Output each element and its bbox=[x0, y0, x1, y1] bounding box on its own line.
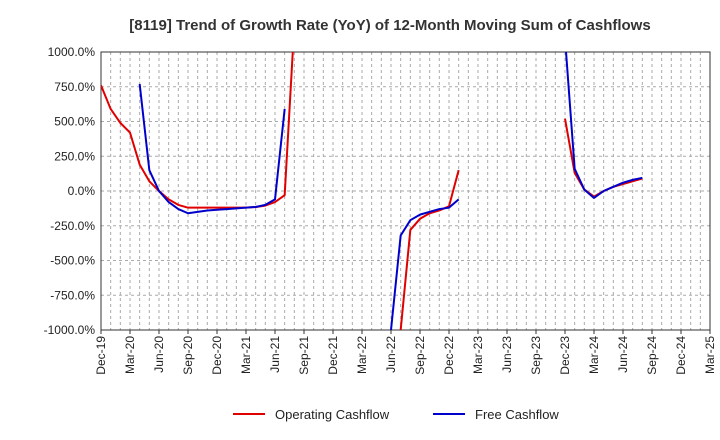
y-tick-label: -250.0% bbox=[50, 219, 95, 233]
series-free-cashflow bbox=[138, 52, 643, 330]
x-tick-label: Sep-23 bbox=[529, 336, 543, 375]
x-tick-label: Mar-23 bbox=[471, 336, 485, 374]
y-tick-label: 500.0% bbox=[54, 115, 95, 129]
y-tick-label: 750.0% bbox=[54, 80, 95, 94]
legend-label: Free Cashflow bbox=[475, 407, 559, 422]
series-line-segment bbox=[399, 169, 460, 330]
x-tick-label: Mar-24 bbox=[587, 336, 601, 374]
y-tick-label: 0.0% bbox=[68, 184, 96, 198]
x-tick-label: Dec-21 bbox=[326, 336, 340, 375]
series-lines bbox=[101, 52, 643, 330]
x-tick-label: Mar-22 bbox=[355, 336, 369, 374]
x-tick-label: Mar-25 bbox=[703, 336, 717, 374]
y-tick-label: -750.0% bbox=[50, 288, 95, 302]
y-tick-label: 1000.0% bbox=[48, 45, 96, 59]
x-tick-label: Jun-20 bbox=[152, 336, 166, 373]
x-tick-label: Dec-23 bbox=[558, 336, 572, 375]
x-tick-label: Dec-19 bbox=[94, 336, 108, 375]
legend-label: Operating Cashflow bbox=[275, 407, 390, 422]
series-line-segment bbox=[138, 83, 286, 215]
y-tick-label: -500.0% bbox=[50, 254, 95, 268]
x-tick-label: Dec-22 bbox=[442, 336, 456, 375]
x-tick-label: Jun-23 bbox=[500, 336, 514, 373]
x-tick-label: Sep-22 bbox=[413, 336, 427, 375]
x-tick-label: Dec-24 bbox=[674, 336, 688, 375]
legend: Operating Cashflow Free Cashflow bbox=[233, 407, 559, 422]
y-tick-label: -1000.0% bbox=[44, 323, 96, 337]
x-tick-label: Sep-21 bbox=[297, 336, 311, 375]
series-line-segment bbox=[565, 52, 643, 199]
series-line-segment bbox=[390, 198, 460, 330]
chart-title: [8119] Trend of Growth Rate (YoY) of 12-… bbox=[129, 17, 650, 34]
x-tick-label: Jun-24 bbox=[616, 336, 630, 373]
x-tick-label: Sep-20 bbox=[181, 336, 195, 375]
x-tick-label: Dec-20 bbox=[210, 336, 224, 375]
x-tick-label: Jun-21 bbox=[268, 336, 282, 373]
y-tick-label: 250.0% bbox=[54, 149, 95, 163]
plot-border bbox=[100, 51, 711, 331]
x-tick-label: Mar-21 bbox=[239, 336, 253, 374]
x-tick-label: Mar-20 bbox=[123, 336, 137, 374]
x-tick-label: Sep-24 bbox=[645, 336, 659, 375]
x-tick-label: Jun-22 bbox=[384, 336, 398, 373]
axes: 1000.0% 750.0% 500.0% 250.0% 0.0% -250.0% -500… bbox=[44, 45, 717, 375]
